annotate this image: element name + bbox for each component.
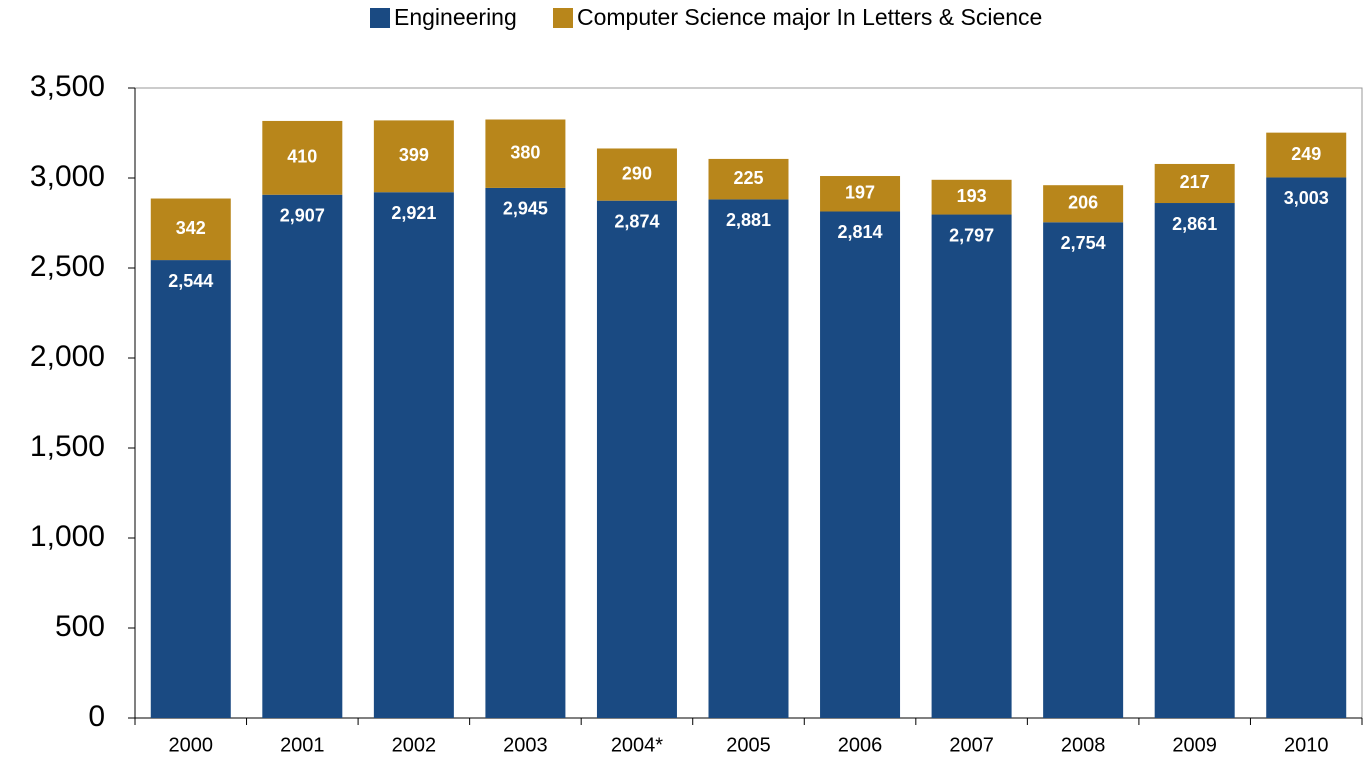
x-tick-label: 2002 bbox=[392, 734, 437, 756]
x-tick-label: 2000 bbox=[169, 734, 214, 756]
x-tick-label: 2010 bbox=[1284, 734, 1329, 756]
bar-segment bbox=[1154, 203, 1235, 718]
data-label: 2,814 bbox=[838, 222, 883, 242]
data-label: 217 bbox=[1180, 172, 1210, 192]
x-tick-label: 2005 bbox=[726, 734, 771, 756]
bar-segment bbox=[820, 211, 901, 719]
data-label: 2,861 bbox=[1172, 214, 1217, 234]
data-label: 225 bbox=[733, 168, 763, 188]
x-tick-label: 2009 bbox=[1172, 734, 1217, 756]
data-label: 249 bbox=[1291, 144, 1321, 164]
data-label: 2,907 bbox=[280, 205, 325, 225]
data-label: 399 bbox=[399, 145, 429, 165]
bar-segment bbox=[1154, 163, 1235, 204]
data-label: 193 bbox=[957, 186, 987, 206]
x-tick-label: 2001 bbox=[280, 734, 325, 756]
bar-segment bbox=[1266, 177, 1347, 718]
bar-segment bbox=[485, 187, 566, 718]
data-label: 2,881 bbox=[726, 210, 771, 230]
x-tick-label: 2008 bbox=[1061, 734, 1106, 756]
bar-segment bbox=[708, 158, 789, 200]
bar-segment bbox=[708, 199, 789, 719]
x-tick-label: 2007 bbox=[949, 734, 994, 756]
bar-segment bbox=[820, 176, 901, 212]
data-label: 2,945 bbox=[503, 199, 548, 219]
y-tick-label: 3,000 bbox=[30, 160, 105, 193]
y-tick-label: 1,500 bbox=[30, 430, 105, 463]
legend-label: Engineering bbox=[394, 4, 517, 30]
bar-segment bbox=[150, 198, 231, 261]
legend-label: Computer Science major In Letters & Scie… bbox=[577, 4, 1042, 30]
bar-segment bbox=[931, 179, 1012, 215]
bar-segment bbox=[1043, 222, 1124, 718]
bar-segment bbox=[1043, 185, 1124, 223]
bar-segment bbox=[373, 120, 454, 193]
data-label: 380 bbox=[510, 142, 540, 162]
data-label: 410 bbox=[287, 147, 317, 167]
bar-segment bbox=[262, 194, 343, 719]
y-tick-label: 1,000 bbox=[30, 520, 105, 553]
bar-segment bbox=[150, 260, 231, 718]
data-label: 3,003 bbox=[1284, 188, 1329, 208]
data-label: 2,874 bbox=[614, 211, 659, 231]
data-label: 2,544 bbox=[168, 271, 213, 291]
data-label: 2,797 bbox=[949, 225, 994, 245]
y-tick-label: 500 bbox=[55, 610, 105, 643]
bar-segment bbox=[1266, 132, 1347, 178]
bar-segment bbox=[485, 119, 566, 188]
data-label: 197 bbox=[845, 183, 875, 203]
data-label: 342 bbox=[176, 218, 206, 238]
bar-segment bbox=[596, 148, 677, 201]
bar-segment bbox=[373, 192, 454, 719]
x-tick-label: 2004* bbox=[611, 734, 663, 756]
legend-swatch bbox=[370, 8, 390, 28]
data-label: 290 bbox=[622, 163, 652, 183]
bar-segment bbox=[596, 200, 677, 718]
y-tick-label: 2,500 bbox=[30, 250, 105, 283]
legend-swatch bbox=[553, 8, 573, 28]
data-label: 2,754 bbox=[1061, 233, 1106, 253]
data-label: 206 bbox=[1068, 192, 1098, 212]
y-tick-label: 3,500 bbox=[30, 70, 105, 103]
bar-segment bbox=[931, 214, 1012, 719]
x-tick-label: 2006 bbox=[838, 734, 883, 756]
data-label: 2,921 bbox=[391, 203, 436, 223]
bar-segment bbox=[262, 120, 343, 195]
y-tick-label: 0 bbox=[88, 700, 105, 733]
y-tick-label: 2,000 bbox=[30, 340, 105, 373]
x-tick-label: 2003 bbox=[503, 734, 548, 756]
